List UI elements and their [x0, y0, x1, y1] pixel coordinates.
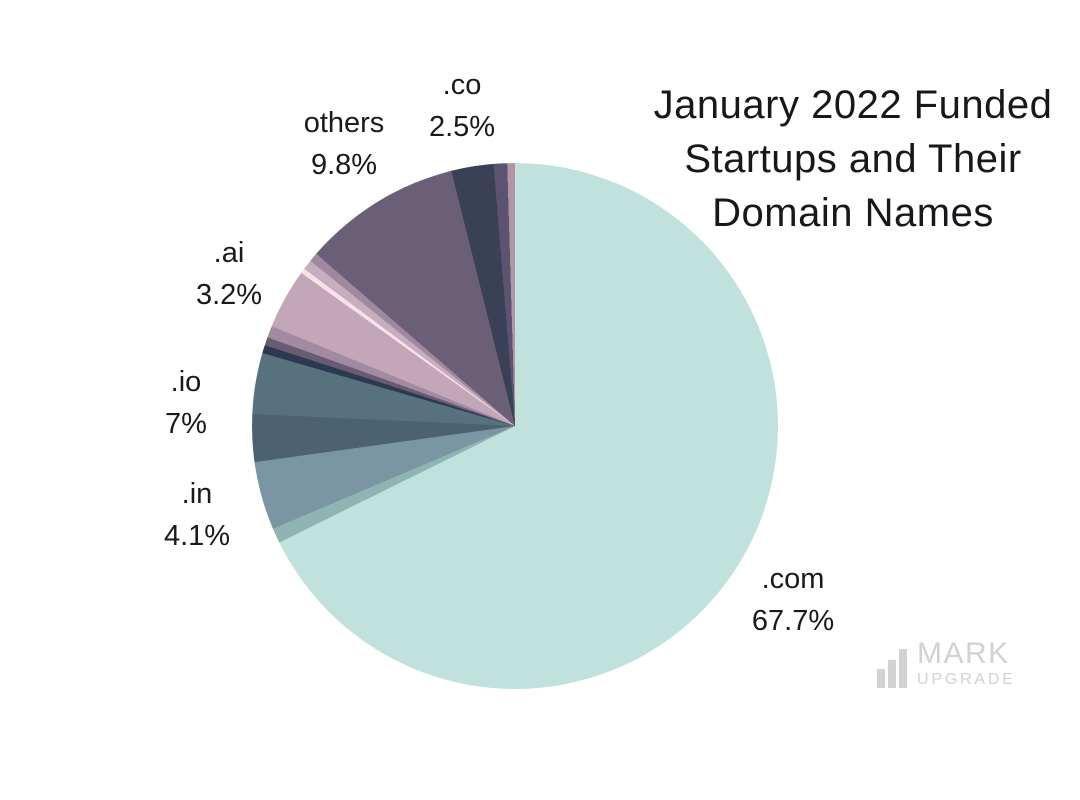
slice-name: .io	[170, 366, 202, 398]
slice-pct: 9.8%	[310, 149, 378, 181]
slice-label-others: others 9.8%	[304, 102, 385, 186]
slice-name: .co	[442, 69, 482, 101]
slice-name: .in	[181, 478, 213, 510]
chart-title-line-3: Domain Names	[712, 191, 994, 235]
slice-pct: 2.5%	[428, 111, 496, 143]
chart-title-line-1: January 2022 Funded	[653, 83, 1053, 127]
slice-pct: 4.1%	[163, 520, 231, 552]
slice-label-co: .co 2.5%	[429, 64, 495, 148]
slice-name: .ai	[213, 237, 245, 269]
chart-title-line-2: Startups and Their	[684, 137, 1022, 181]
brand-watermark: MARK UPGRADE	[877, 639, 1016, 688]
slice-name: .com	[761, 563, 825, 595]
brand-name: MARK UPGRADE	[917, 639, 1016, 688]
brand-name-top: MARK	[917, 637, 1010, 670]
slice-name: others	[303, 107, 385, 139]
slice-label-com: .com 67.7%	[752, 558, 834, 642]
slice-label-io: .io 7%	[165, 361, 207, 445]
slice-pct: 67.7%	[751, 605, 835, 637]
slice-label-ai: .ai 3.2%	[196, 232, 262, 316]
bar-chart-icon	[877, 649, 910, 688]
brand-name-bottom: UPGRADE	[917, 671, 1016, 688]
slice-pct: 7%	[165, 408, 207, 440]
chart-title: January 2022 Funded Startups and Their D…	[623, 78, 1080, 240]
pie-chart	[252, 163, 778, 689]
slice-pct: 3.2%	[195, 279, 263, 311]
slice-label-in: .in 4.1%	[164, 473, 230, 557]
